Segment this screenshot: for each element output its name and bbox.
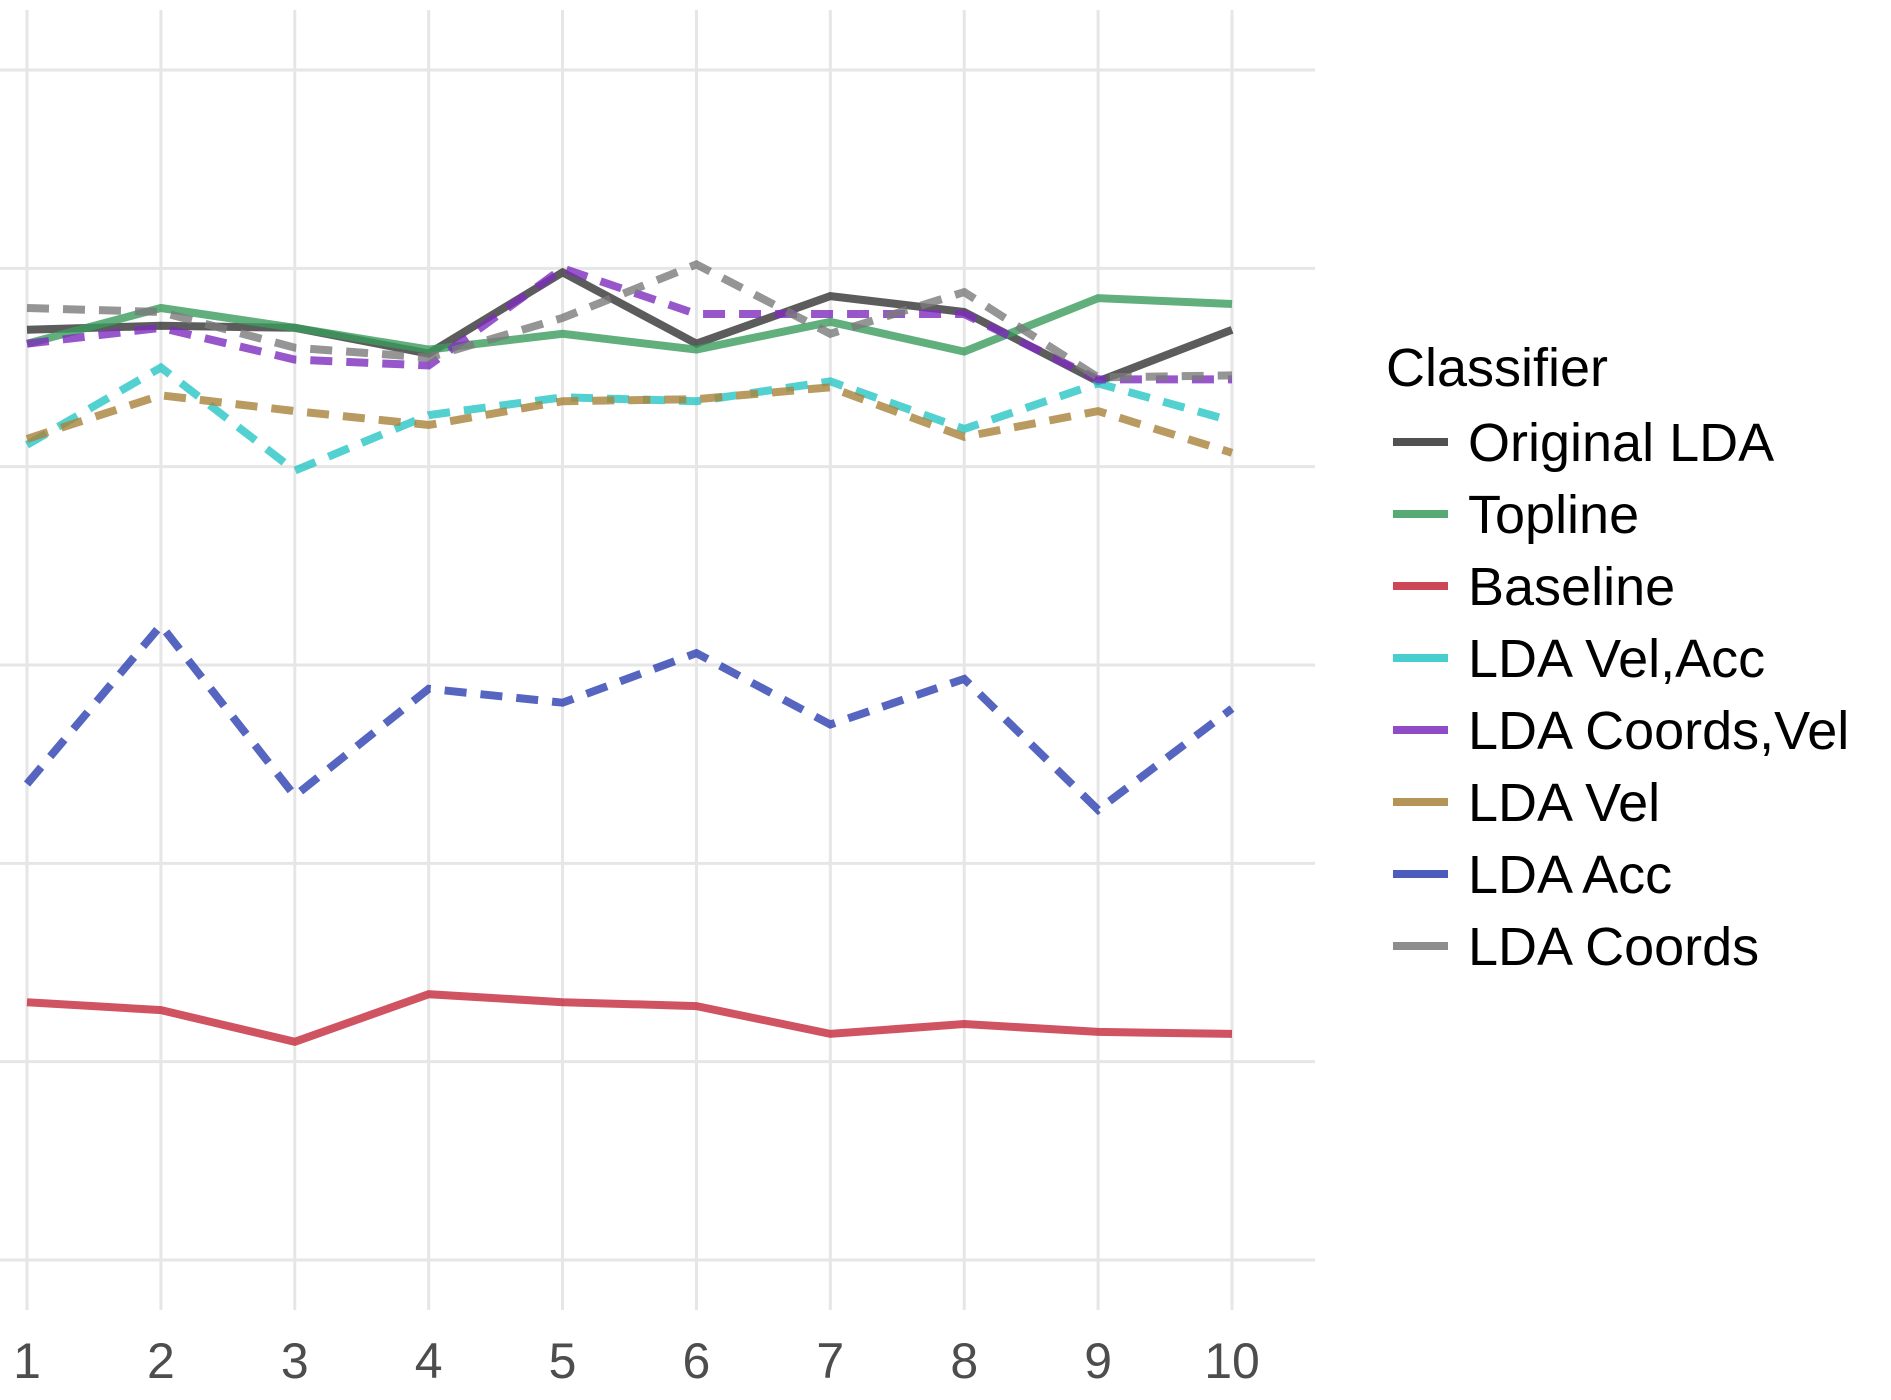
x-tick-label: 1 — [13, 1333, 41, 1389]
x-tick-label: 8 — [950, 1333, 978, 1389]
x-tick-label: 2 — [147, 1333, 175, 1389]
series-line-lda-vel — [25, 383, 1234, 457]
series-line-baseline — [26, 990, 1233, 1046]
x-tick-label: 10 — [1204, 1333, 1260, 1389]
legend-label: LDA Acc — [1468, 845, 1672, 905]
grid-lines — [0, 10, 1315, 1310]
legend-label: LDA Coords — [1468, 917, 1759, 977]
legend-label: LDA Vel,Acc — [1468, 629, 1765, 689]
legend-title: Classifier — [1386, 338, 1608, 398]
x-axis-tick-labels: 1 2 3 4 5 6 7 8 9 10 — [13, 1333, 1260, 1389]
series-lines — [23, 260, 1235, 1046]
legend-label: Original LDA — [1468, 413, 1774, 473]
series-line-topline — [25, 294, 1233, 356]
legend-label: Topline — [1468, 485, 1639, 545]
legend-label: Baseline — [1468, 557, 1675, 617]
x-tick-label: 5 — [549, 1333, 577, 1389]
series-line-lda-acc — [23, 618, 1235, 816]
series-line-lda-vel-acc — [25, 362, 1234, 476]
series-line-lda-coords — [26, 260, 1233, 382]
x-tick-label: 7 — [816, 1333, 844, 1389]
legend: Classifier Original LDA Topline Baseline LD… — [1386, 338, 1849, 977]
legend-label: LDA Vel — [1468, 773, 1660, 833]
x-tick-label: 9 — [1084, 1333, 1112, 1389]
x-tick-label: 4 — [415, 1333, 443, 1389]
legend-label: LDA Coords,Vel — [1468, 701, 1849, 761]
x-tick-label: 6 — [683, 1333, 711, 1389]
x-tick-label: 3 — [281, 1333, 309, 1389]
series-line-lda-coords-vel — [26, 263, 1232, 384]
